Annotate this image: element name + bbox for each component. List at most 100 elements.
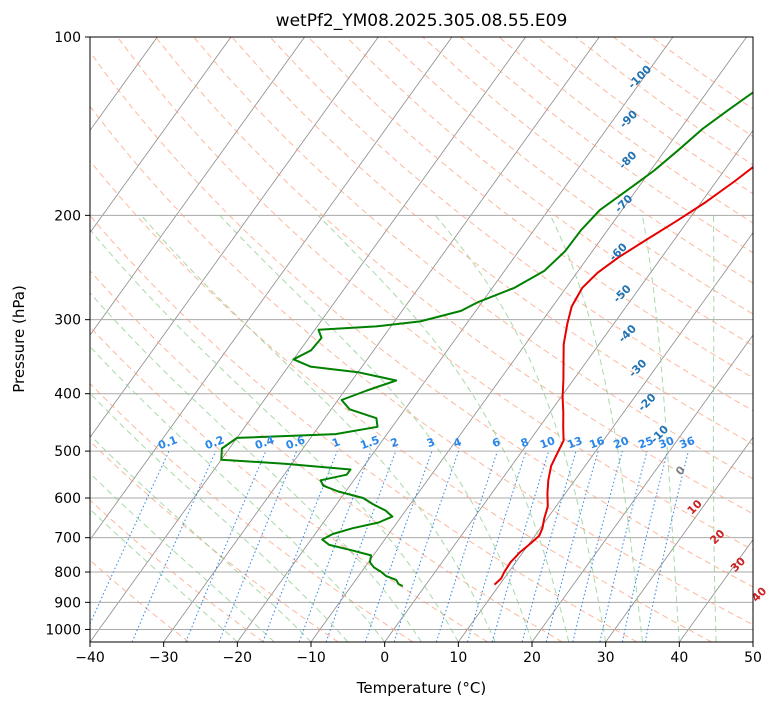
isotherm-line: [605, 436, 753, 642]
dry-adiabat-line: [155, 37, 753, 515]
isotherm-line: [90, 37, 305, 336]
moist-adiabat-line: [90, 434, 312, 642]
moist-adiabat-line: [712, 215, 717, 642]
mixing-ratio-label: 16: [588, 434, 607, 452]
moist-adiabat-line: [90, 228, 459, 642]
moist-adiabats: [90, 214, 753, 642]
mixing-ratio-line: [467, 450, 527, 642]
mixing-ratio-line: [521, 450, 577, 642]
mixing-ratio-line: [435, 450, 498, 642]
x-tick-label: 20: [523, 650, 541, 666]
isotherm-line: [90, 37, 526, 642]
y-tick-label: 100: [54, 30, 81, 46]
y-tick-label: 500: [54, 444, 81, 460]
dry-adiabat-line: [384, 37, 753, 315]
moist-adiabat-line: [90, 392, 349, 642]
moist-adiabat-line: [434, 214, 607, 642]
mixing-ratio-label: 1.5: [358, 433, 381, 452]
mixing-ratio-label: 1: [330, 435, 342, 450]
dry-adiabat-line: [90, 214, 638, 642]
dry-adiabat-line: [231, 37, 753, 445]
x-tick-label: −30: [149, 650, 179, 666]
x-axis-label: Temperature (°C): [356, 679, 486, 697]
sounding-profiles: [220, 91, 753, 587]
moist-adiabat-line: [219, 214, 533, 642]
dewpoint-profile-line: [220, 91, 753, 587]
moist-adiabat-line: [90, 472, 275, 642]
mixing-ratio-line: [364, 450, 433, 642]
mixing-ratio-label: 10: [538, 434, 557, 452]
isotherm-line: [384, 129, 753, 642]
mixing-ratio-label: 4: [452, 435, 464, 450]
y-tick-label: 600: [54, 491, 81, 507]
dry-adiabat-line: [90, 105, 753, 626]
dry-adiabat-line: [90, 160, 712, 642]
x-tick-label: −10: [296, 650, 326, 666]
mixing-ratio-line: [325, 450, 397, 642]
mixing-ratio-line: [545, 450, 599, 642]
mixing-ratio-label: 6: [490, 435, 502, 450]
mixing-ratio-line: [262, 450, 338, 642]
plot-frame: [89, 36, 754, 643]
dry-adiabat-line: [536, 37, 753, 195]
moist-adiabat-line: [90, 292, 422, 642]
y-tick-label: 900: [54, 595, 81, 611]
dry-adiabat-line: [90, 440, 339, 642]
mixing-ratio-line: [298, 450, 372, 642]
isotherm-line: [163, 37, 600, 642]
dry-adiabat-label: -30: [626, 356, 649, 379]
y-tick-label: 300: [54, 313, 81, 329]
moist-adiabat-line: [90, 508, 238, 642]
mixing-ratio-label: 25: [636, 434, 655, 451]
mixing-ratio-line: [491, 450, 550, 642]
isotherm-line: [752, 641, 753, 642]
moist-adiabat-line: [752, 555, 753, 642]
dry-adiabat-line: [117, 37, 753, 551]
mixing-ratio-line: [644, 450, 689, 642]
isotherm-line: [531, 334, 753, 642]
mixing-ratio-label: 30: [657, 434, 676, 452]
y-axis: 100 200 300 400 500 600 700 800 900 1000: [45, 30, 90, 638]
dry-adiabat-label: -90: [617, 107, 640, 130]
pressure-grid: [90, 37, 753, 630]
moist-adiabat-label: 10: [685, 497, 705, 517]
mixing-ratio-line: [621, 450, 669, 642]
mixing-ratio-label: 0.4: [253, 433, 276, 452]
temperature-profile-line: [493, 165, 753, 586]
x-tick-label: −40: [75, 650, 105, 666]
mixing-ratio-line: [131, 450, 217, 642]
x-tick-label: 30: [597, 650, 615, 666]
dry-adiabat-line: [90, 270, 563, 642]
y-tick-label: 800: [54, 565, 81, 581]
dry-adiabat-label: -20: [635, 391, 658, 414]
chart-title: wetPf2_YM08.2025.305.08.55.E09: [276, 11, 568, 31]
y-tick-label: 200: [54, 208, 81, 224]
isotherm-line: [679, 539, 753, 642]
moist-adiabat-label: 40: [749, 584, 769, 604]
x-tick-label: 10: [449, 650, 467, 666]
y-axis-label: Pressure (hPa): [10, 285, 28, 393]
dry-adiabat-label: -40: [616, 322, 639, 345]
moist-adiabat-line: [549, 215, 643, 642]
x-tick-label: 0: [380, 650, 389, 666]
isotherm-line: [458, 232, 753, 642]
mixing-ratio-label: 3: [425, 435, 437, 450]
dry-adiabat-line: [613, 37, 753, 138]
mixing-ratio-label: 0.2: [203, 433, 226, 452]
moist-adiabat-line: [641, 215, 680, 642]
dry-adiabat-line: [269, 37, 753, 412]
mixing-ratio-lines: [90, 450, 689, 642]
dry-adiabat-label: -80: [616, 148, 639, 171]
x-tick-label: 40: [670, 650, 688, 666]
mixing-ratio-line: [599, 450, 648, 642]
moist-adiabat-line: [140, 214, 496, 642]
y-tick-label: 1000: [45, 622, 81, 638]
mixing-ratio-label: 2: [389, 435, 401, 450]
isotherm-line: [90, 37, 379, 439]
moist-adiabat-label: 20: [707, 527, 727, 547]
isotherm-line: [0, 37, 10, 642]
mixing-ratio-label: 13: [565, 434, 584, 451]
isotherm-line: [90, 37, 453, 541]
dry-adiabat-line: [90, 499, 264, 642]
